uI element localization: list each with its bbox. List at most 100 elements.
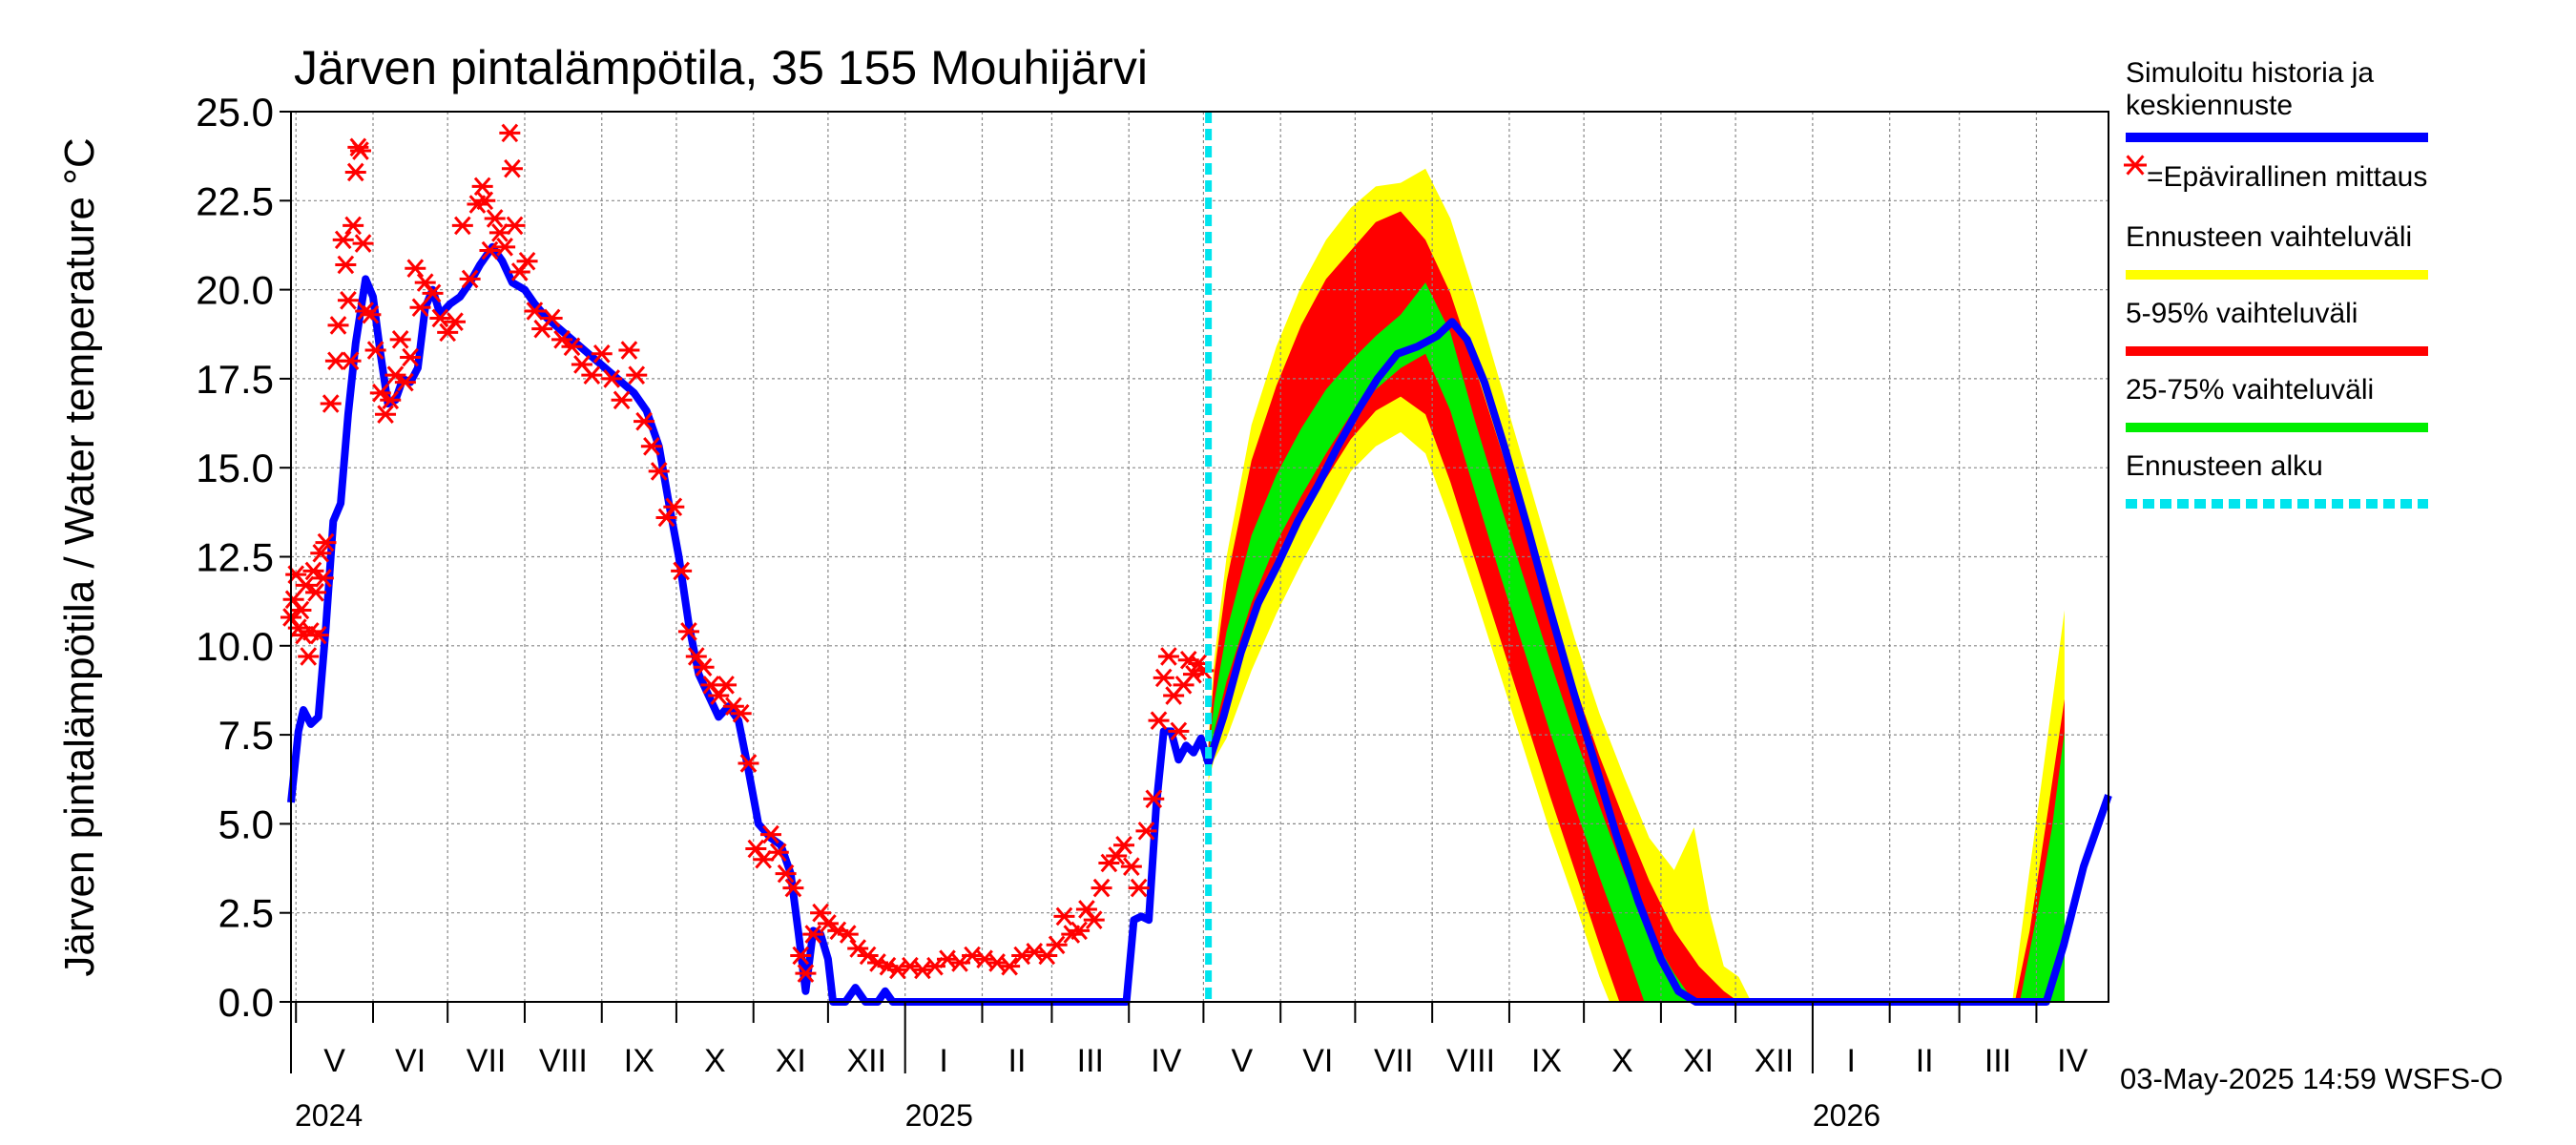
observation-point [1128, 878, 1150, 898]
observation-point [911, 960, 933, 980]
observation-point [459, 269, 481, 289]
observation-point [561, 337, 583, 357]
observation-point [352, 234, 374, 253]
x-month-label-18: XI [1683, 1043, 1714, 1079]
x-month-label-12: V [1231, 1043, 1253, 1079]
observation-point [886, 960, 908, 980]
x-axis: V VI VII VIII IX X XI XII I II III IV V VI VII VIII IX X X… [290, 1002, 2088, 1133]
legend-label-5: Ennusteen alku [2126, 450, 2323, 482]
y-tick-label-8: 20.0 [196, 268, 274, 313]
y-tick-label-2: 5.0 [218, 802, 274, 846]
observation-point [1153, 668, 1174, 688]
x-month-label-5: X [704, 1043, 726, 1079]
x-year-label-2: 2026 [1813, 1098, 1880, 1133]
observation-point [389, 330, 411, 349]
x-month-label-20: I [1847, 1043, 1856, 1079]
legend-label-0: Simuloitu historia ja [2126, 57, 2374, 89]
y-axis-label: Järven pintalämpötila / Water temperatur… [56, 137, 103, 976]
forecast-bands [1208, 168, 2065, 1003]
observation-point [1148, 711, 1170, 730]
observation-point [332, 230, 354, 250]
observation-point [677, 622, 699, 641]
observation-point [795, 964, 817, 983]
observation-point [974, 949, 996, 969]
y-tick-label-7: 17.5 [196, 357, 274, 402]
x-month-label-21: II [1916, 1043, 1934, 1079]
observation-point [1168, 721, 1190, 741]
x-month-label-16: IX [1531, 1043, 1562, 1079]
y-tick-label-10: 25.0 [196, 90, 274, 135]
observation-point [310, 543, 332, 563]
observation-point [295, 575, 317, 595]
observation-point [1083, 910, 1105, 929]
y-tick-label-3: 7.5 [218, 713, 274, 758]
observation-point [300, 622, 322, 641]
observation-point [634, 411, 655, 431]
observation-point [302, 561, 324, 581]
x-month-label-22: III [1984, 1043, 2011, 1079]
x-month-label-8: I [939, 1043, 947, 1079]
x-month-label-9: II [1008, 1043, 1027, 1079]
observation-point [1075, 900, 1097, 919]
observation-point [282, 590, 304, 610]
series-simulated-line [287, 242, 2112, 1006]
observation-point [375, 405, 397, 425]
observation-point [360, 304, 382, 324]
observation-point [936, 949, 958, 969]
observation-point [837, 925, 859, 944]
observation-point [290, 600, 312, 620]
band-1 [1208, 211, 2065, 1002]
legend-label-2: Ennusteen vaihteluväli [2126, 221, 2412, 253]
observation-point [640, 437, 662, 456]
observation-point [444, 312, 466, 331]
observation-point [541, 308, 563, 328]
x-month-label-13: VI [1302, 1043, 1333, 1079]
x-month-label-3: VIII [539, 1043, 588, 1079]
observation-point [516, 251, 538, 271]
observation-point [1091, 878, 1112, 898]
observation-point [474, 191, 496, 211]
observation-point [1053, 906, 1075, 926]
plot-frame [290, 111, 2109, 1003]
observation-point [344, 162, 366, 182]
observation-point [962, 946, 984, 966]
observation-point [305, 583, 327, 602]
observation-point [501, 158, 523, 178]
observation-point [467, 195, 488, 214]
observation-point [767, 843, 789, 863]
observation-point [759, 824, 781, 844]
observation-point [384, 365, 406, 385]
observation-point [790, 946, 812, 966]
observation-point [429, 308, 451, 328]
observation-point [307, 625, 329, 645]
observation-point [484, 209, 506, 228]
x-month-label-14: VII [1374, 1043, 1414, 1079]
x-month-label-7: XII [847, 1043, 887, 1079]
observation-point [504, 216, 526, 236]
observation-point [479, 240, 501, 260]
observation-point [499, 123, 521, 143]
y-tick-label-9: 22.5 [196, 178, 274, 223]
observation-point [671, 561, 693, 581]
observation-point [1024, 942, 1046, 962]
observation-point [730, 703, 752, 723]
y-tick-label-1: 2.5 [218, 891, 274, 936]
y-tick-label-0: 0.0 [218, 980, 274, 1025]
y-axis: 0.0 2.5 5.0 7.5 10.0 12.5 15.0 17.5 20.0 22.5 25.0 [196, 90, 291, 1025]
observation-point [648, 462, 670, 481]
observation-point [337, 291, 359, 310]
observation-point [601, 369, 623, 388]
x-month-label-15: VIII [1446, 1043, 1495, 1079]
observation-point [380, 390, 402, 410]
observation-point [320, 394, 342, 413]
observation-point [775, 864, 797, 884]
observation-point [400, 347, 422, 367]
observation-point [451, 216, 473, 236]
grid [291, 111, 2109, 1003]
series-layer [280, 112, 2112, 1006]
x-month-label-6: XI [776, 1043, 806, 1079]
observation-point [1061, 925, 1083, 944]
observation-point [663, 497, 685, 517]
